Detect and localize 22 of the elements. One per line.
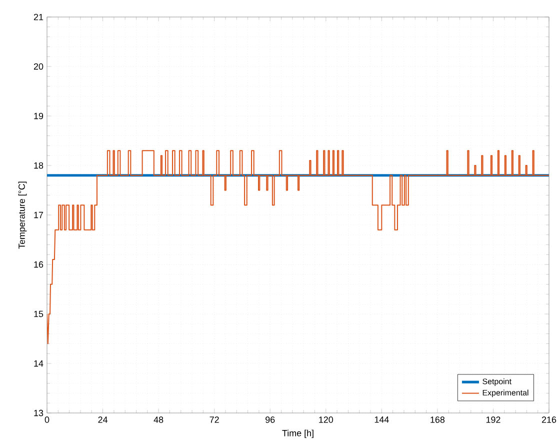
- x-tick-label: 216: [542, 416, 556, 423]
- x-tick-label: 0: [44, 416, 50, 423]
- y-tick-label: 14: [34, 360, 44, 367]
- x-tick-label: 168: [430, 416, 445, 423]
- y-tick-label: 21: [34, 14, 44, 20]
- y-tick-label: 17: [34, 212, 44, 218]
- y-tick-label: 18: [34, 162, 44, 169]
- x-tick-label: 72: [210, 416, 219, 423]
- y-tick-label: 20: [34, 63, 44, 70]
- y-tick-label: 16: [34, 261, 44, 268]
- x-tick-label: 24: [98, 416, 108, 423]
- y-tick-label: 19: [34, 112, 44, 120]
- line-series: [47, 150, 550, 344]
- x-tick-label: 120: [319, 416, 334, 423]
- x-tick-label: 192: [486, 416, 500, 423]
- x-tick-label: 48: [154, 416, 164, 423]
- y-tick-label: 15: [34, 310, 44, 318]
- x-tick-label: 96: [266, 416, 275, 423]
- y-tick-label: 13: [34, 410, 44, 416]
- x-axis-title: Time [h]: [282, 430, 314, 438]
- y-axis-title: Temperature [°C]: [18, 182, 27, 249]
- x-tick-label: 144: [374, 416, 389, 423]
